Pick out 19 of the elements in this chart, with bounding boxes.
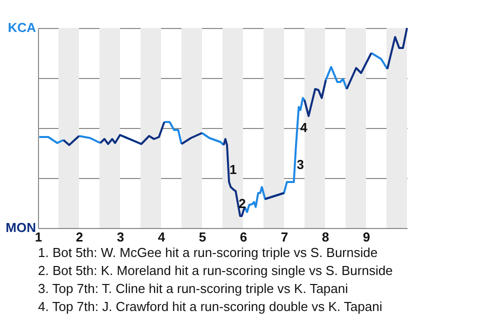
x-tick-label: 5 (198, 230, 206, 244)
text: 4. Top 7th: J. Crawford hit a run-scoring double vs K. Tapani (38, 299, 382, 314)
x-tick-label: 9 (362, 230, 370, 244)
text: 1. Bot 5th: W. McGee hit a run-scoring triple vs S. Burnside (38, 245, 378, 260)
x-tick-label: 7 (280, 230, 288, 244)
x-tick-label: 2 (76, 230, 84, 244)
annotation: 2 (238, 196, 246, 211)
text: KCA (8, 20, 37, 35)
text: 3. Top 7th: T. Cline hit a run-scoring triple vs K. Tapani (38, 281, 348, 296)
annotation: 1 (230, 162, 237, 177)
text: 2. Bot 5th: K. Moreland hit a run-scoring single vs S. Burnside (38, 263, 393, 278)
x-tick-label: 3 (116, 230, 124, 244)
annotation: 3 (296, 157, 304, 172)
x-tick-label: 6 (240, 230, 248, 244)
x-tick-label: 8 (322, 230, 330, 244)
text: MON (6, 220, 36, 235)
x-tick-label: 4 (158, 230, 166, 244)
x-tick-label: 1 (34, 230, 42, 244)
annotation: 4 (300, 120, 308, 135)
